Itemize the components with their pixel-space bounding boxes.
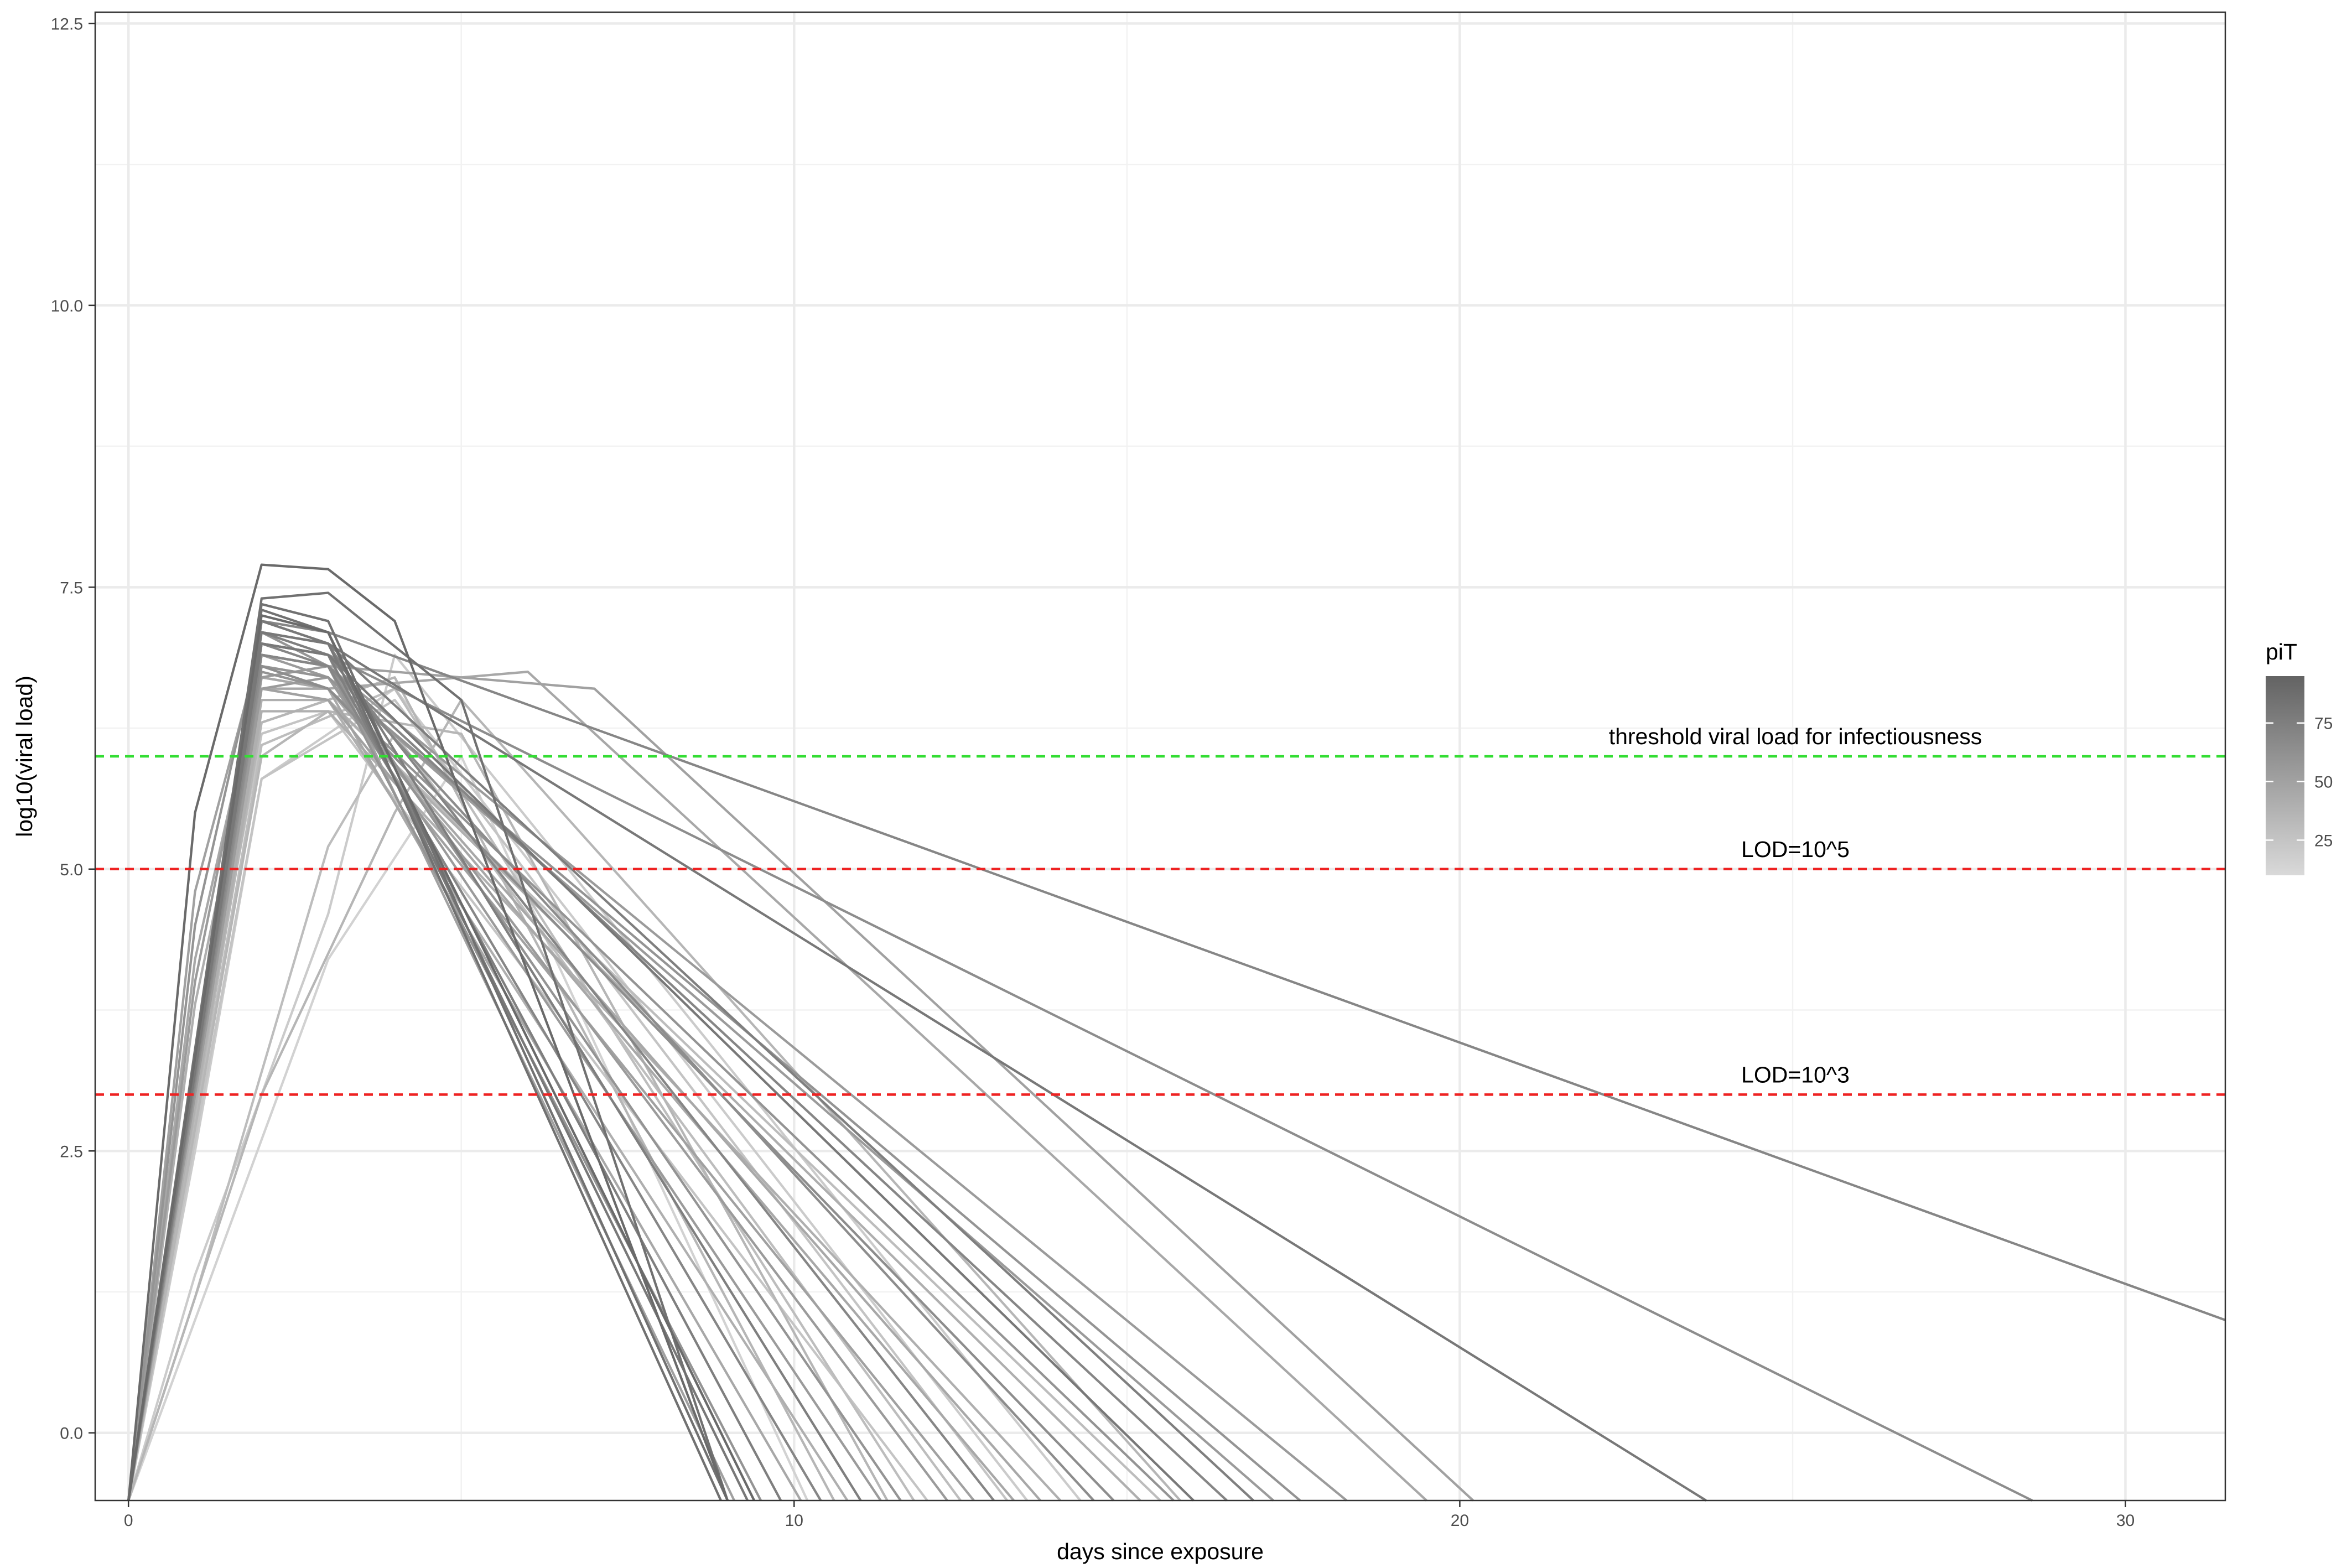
y-axis-label: log10(viral load) bbox=[12, 676, 37, 837]
series-line bbox=[127, 653, 1082, 1502]
x-axis-ticks: 0 10 20 30 bbox=[124, 1500, 2135, 1530]
x-tick-label: 0 bbox=[124, 1512, 133, 1530]
threshold-label: LOD=10^3 bbox=[1741, 1062, 1850, 1087]
series-line bbox=[127, 642, 1195, 1502]
series-line bbox=[127, 563, 729, 1501]
series-line bbox=[127, 676, 1274, 1502]
x-tick-label: 20 bbox=[1451, 1512, 1469, 1530]
x-axis-label: days since exposure bbox=[1057, 1539, 1264, 1564]
y-tick-label: 2.5 bbox=[60, 1143, 83, 1161]
threshold-lines bbox=[95, 755, 2225, 1096]
y-tick-label: 0.0 bbox=[60, 1425, 83, 1443]
legend-tick-label: 75 bbox=[2314, 715, 2333, 733]
y-tick-label: 7.5 bbox=[60, 579, 83, 597]
y-axis-ticks: 0.0 2.5 5.0 7.5 10.0 12.5 bbox=[51, 15, 95, 1443]
panel-border bbox=[94, 11, 2226, 1502]
legend-colorbar bbox=[2266, 676, 2304, 875]
series-line bbox=[127, 698, 1009, 1502]
grid-minor bbox=[95, 12, 2225, 1500]
legend-ticks: 25 50 75 bbox=[2266, 715, 2333, 850]
x-tick-label: 10 bbox=[785, 1512, 803, 1530]
x-tick-label: 30 bbox=[2116, 1512, 2135, 1530]
legend-title: piT bbox=[2266, 639, 2297, 664]
series-line bbox=[127, 614, 756, 1501]
legend-tick-label: 25 bbox=[2314, 832, 2333, 850]
series-line bbox=[127, 755, 809, 1501]
series-lines bbox=[127, 563, 2226, 1502]
grid-major bbox=[95, 12, 2225, 1500]
threshold-annotations: threshold viral load for infectiousness L… bbox=[1609, 724, 1982, 1087]
threshold-label: threshold viral load for infectiousness bbox=[1609, 724, 1982, 749]
y-tick-label: 12.5 bbox=[51, 15, 83, 33]
legend-tick-label: 50 bbox=[2314, 773, 2333, 792]
legend: piT 25 50 75 bbox=[2266, 639, 2333, 875]
y-tick-label: 10.0 bbox=[51, 297, 83, 315]
threshold-label: LOD=10^5 bbox=[1741, 837, 1850, 862]
series-line bbox=[127, 698, 1181, 1502]
y-tick-label: 5.0 bbox=[60, 861, 83, 879]
